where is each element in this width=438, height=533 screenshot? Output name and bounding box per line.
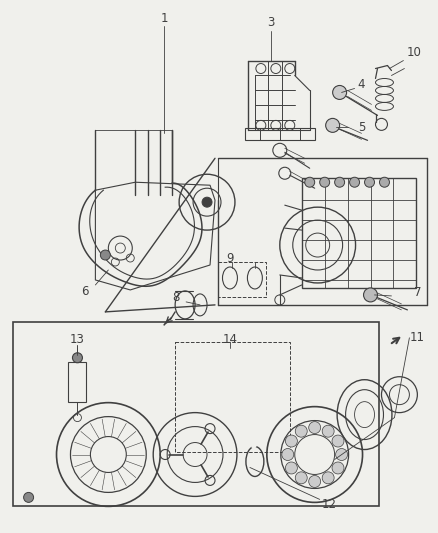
Circle shape bbox=[295, 425, 307, 437]
Text: 7: 7 bbox=[413, 286, 421, 300]
Circle shape bbox=[72, 353, 82, 363]
Bar bbox=[175, 342, 290, 451]
Circle shape bbox=[379, 177, 389, 187]
Circle shape bbox=[335, 177, 345, 187]
Circle shape bbox=[326, 118, 339, 132]
Text: 14: 14 bbox=[223, 333, 237, 346]
Text: 8: 8 bbox=[173, 292, 180, 304]
Circle shape bbox=[286, 435, 297, 447]
Circle shape bbox=[320, 177, 330, 187]
Circle shape bbox=[309, 475, 321, 487]
Circle shape bbox=[309, 422, 321, 433]
Bar bbox=[13, 322, 379, 506]
Text: 13: 13 bbox=[70, 333, 85, 346]
Circle shape bbox=[286, 462, 297, 474]
Circle shape bbox=[322, 425, 334, 437]
Circle shape bbox=[336, 449, 348, 461]
Circle shape bbox=[322, 472, 334, 484]
Text: 6: 6 bbox=[81, 286, 88, 298]
Text: 1: 1 bbox=[160, 12, 168, 25]
Circle shape bbox=[295, 472, 307, 484]
Bar bbox=[68, 362, 86, 402]
Circle shape bbox=[332, 85, 346, 100]
Text: 12: 12 bbox=[322, 498, 337, 511]
Bar bbox=[245, 128, 314, 140]
Circle shape bbox=[332, 462, 344, 474]
Text: 11: 11 bbox=[410, 332, 425, 344]
Bar bbox=[302, 178, 417, 288]
Circle shape bbox=[282, 449, 294, 461]
Circle shape bbox=[364, 288, 378, 302]
Circle shape bbox=[24, 492, 34, 503]
Text: 9: 9 bbox=[226, 252, 234, 264]
Circle shape bbox=[332, 435, 344, 447]
Circle shape bbox=[305, 177, 314, 187]
Circle shape bbox=[364, 177, 374, 187]
Bar bbox=[218, 262, 266, 297]
Text: 10: 10 bbox=[407, 46, 422, 59]
Text: 3: 3 bbox=[267, 16, 275, 29]
Text: 5: 5 bbox=[358, 121, 365, 134]
Circle shape bbox=[202, 197, 212, 207]
Circle shape bbox=[350, 177, 360, 187]
Text: 4: 4 bbox=[358, 78, 365, 91]
Circle shape bbox=[100, 250, 110, 260]
